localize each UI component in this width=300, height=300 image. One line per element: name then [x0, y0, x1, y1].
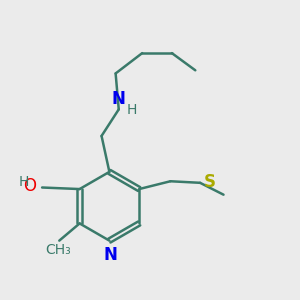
Text: H: H: [127, 103, 137, 117]
Text: N: N: [103, 246, 117, 264]
Text: S: S: [204, 172, 216, 190]
Text: CH₃: CH₃: [45, 243, 70, 257]
Text: N: N: [111, 90, 125, 108]
Text: O: O: [23, 177, 37, 195]
Text: H: H: [19, 176, 29, 190]
